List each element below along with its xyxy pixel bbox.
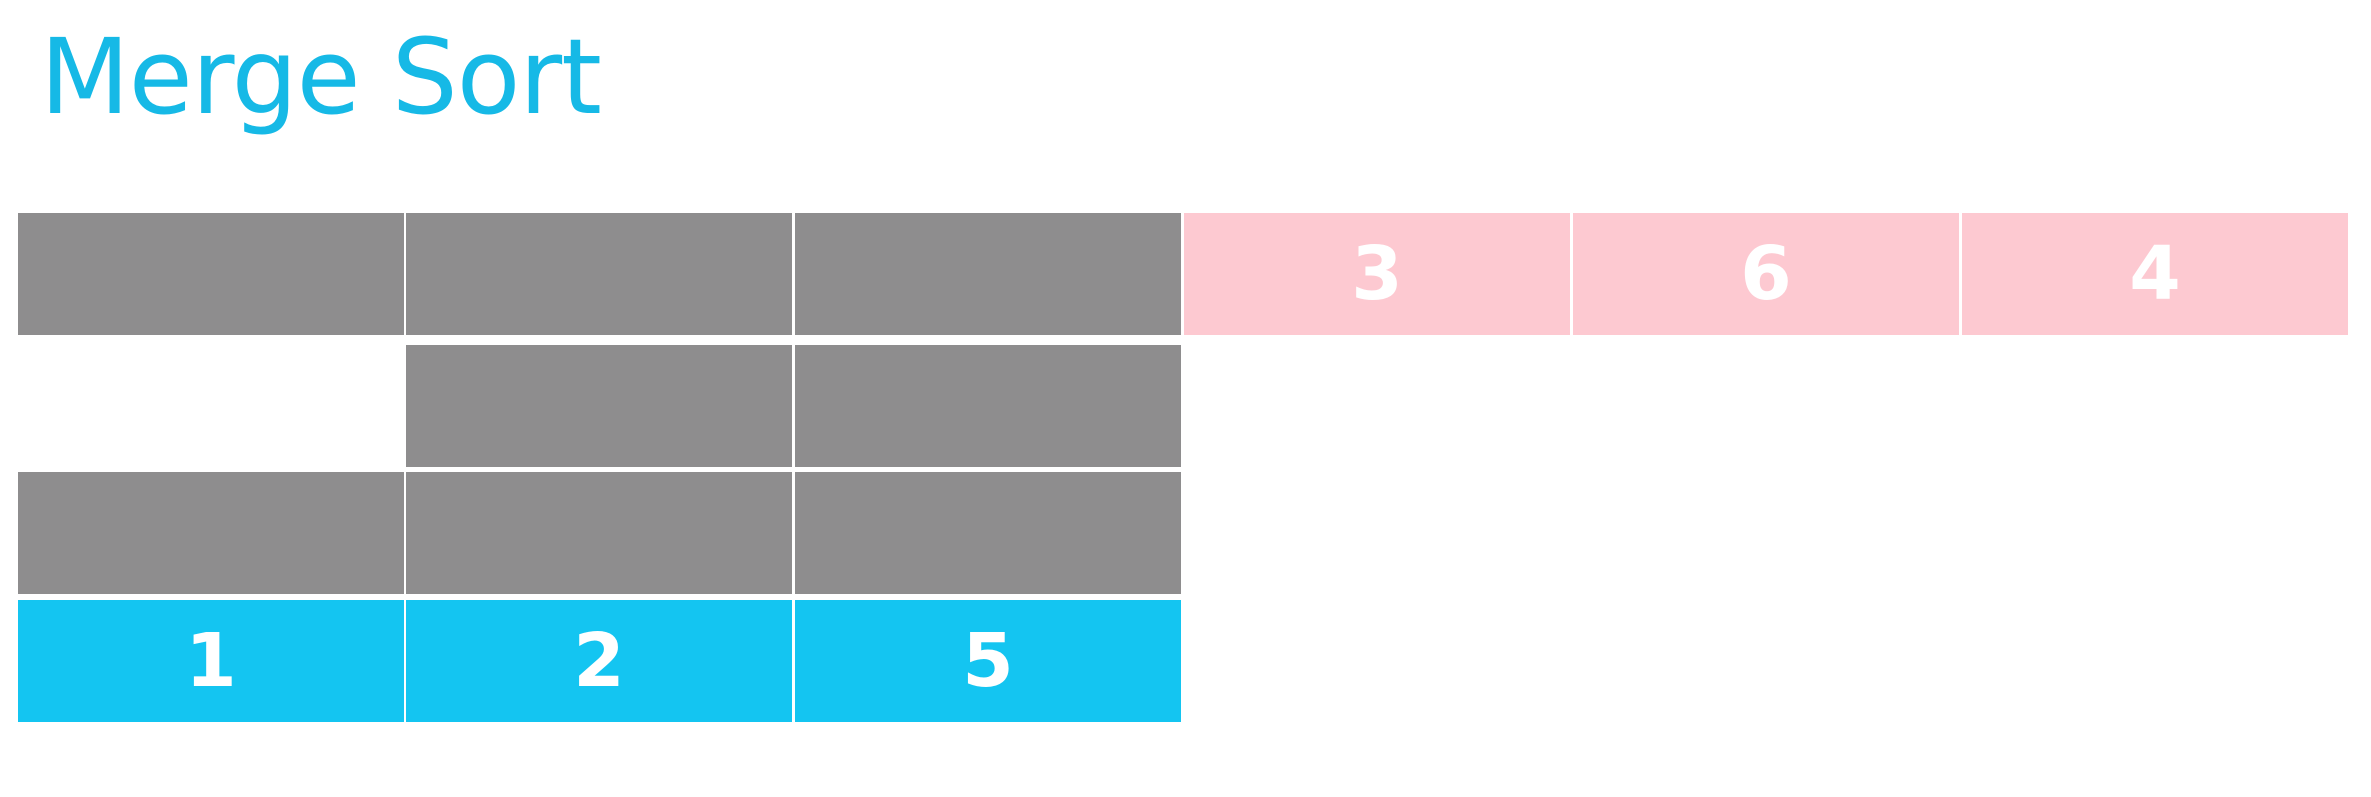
- placeholder-cell: [406, 472, 792, 594]
- placeholder-cell: [406, 345, 792, 467]
- placeholder-cell: [18, 213, 404, 335]
- placeholder-cell: [795, 472, 1181, 594]
- right-half-cell-1: 3: [1184, 213, 1570, 335]
- merged-cell-3: 5: [795, 600, 1181, 722]
- placeholder-cell: [18, 472, 404, 594]
- right-half-cell-3: 4: [1962, 213, 2348, 335]
- placeholder-cell: [795, 345, 1181, 467]
- merged-cell-2: 2: [406, 600, 792, 722]
- placeholder-cell: [406, 213, 792, 335]
- right-half-cell-2: 6: [1573, 213, 1959, 335]
- diagram-title: Merge Sort: [40, 16, 602, 138]
- placeholder-cell: [795, 213, 1181, 335]
- merged-cell-1: 1: [18, 600, 404, 722]
